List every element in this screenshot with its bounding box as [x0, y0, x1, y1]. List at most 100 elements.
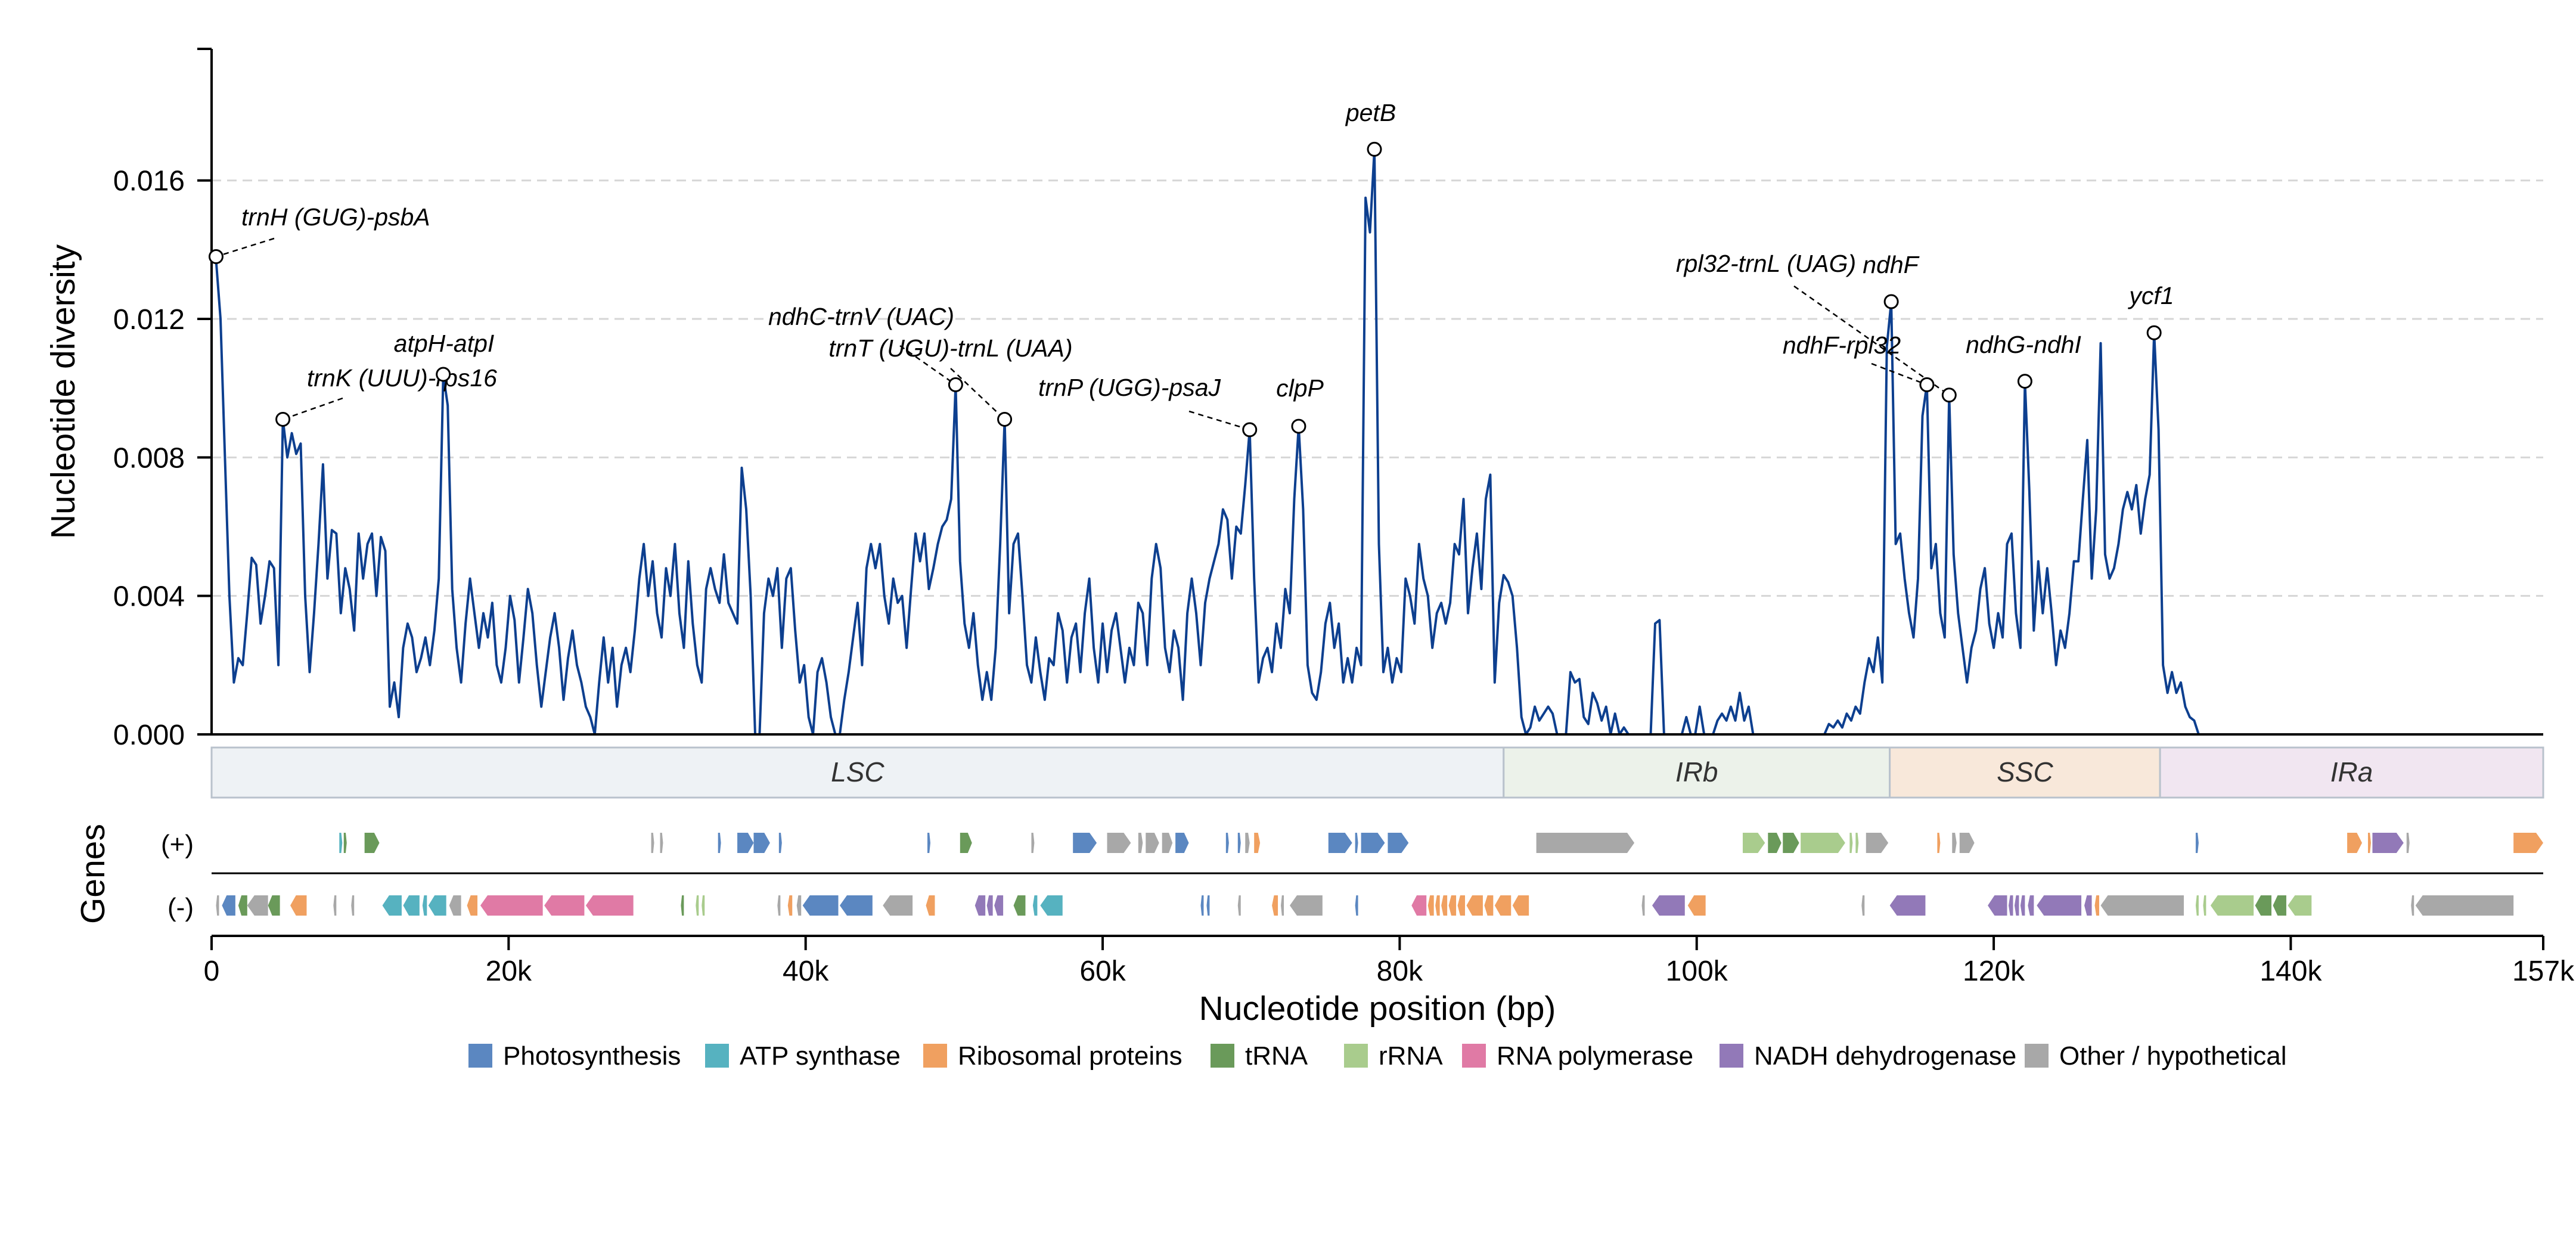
gene-arrow	[718, 833, 721, 853]
gene-arrow	[737, 833, 754, 853]
annotations: trnH (GUG)-psbA trnK (UUU)-rps16 atpH-atpI…	[208, 99, 2174, 438]
gene-arrow	[2084, 895, 2092, 916]
gene-arrow	[1959, 833, 1975, 853]
gene-arrow	[1040, 895, 1063, 916]
annotation-label: ndhC-trnV (UAC)	[768, 303, 954, 330]
gene-arrow	[1937, 833, 1941, 853]
gene-arrow	[1801, 833, 1845, 853]
legend-swatch-ndh	[1720, 1044, 1743, 1068]
y-tick-label: 0.008	[113, 442, 185, 474]
gene-arrow	[2273, 895, 2286, 916]
x-tick-label: 40k	[783, 956, 829, 987]
gene-arrow	[1200, 895, 1204, 916]
annotation-label: trnK (UUU)-rps16	[307, 364, 497, 392]
annotation-label: ndhF-rpl32	[1783, 331, 1901, 359]
legend: Photosynthesis ATP synthase Ribosomal prot…	[468, 1041, 2287, 1071]
annotation-label: ndhF	[1863, 251, 1919, 278]
region-irb	[1503, 746, 1891, 799]
region-ssc	[1889, 746, 2161, 799]
gene-arrow	[2367, 833, 2371, 853]
peak-marker	[997, 411, 1013, 427]
gene-arrow	[1466, 895, 1483, 916]
gene-arrow	[1457, 895, 1466, 916]
gene-arrow	[382, 895, 402, 916]
y-tick-label: 0.004	[113, 581, 185, 613]
gene-arrow	[1849, 833, 1853, 853]
gene-arrow	[802, 895, 839, 916]
gene-arrow	[839, 895, 873, 916]
gene-arrow	[1281, 895, 1284, 916]
x-tick-label: 100k	[1666, 956, 1728, 987]
x-tick-label: 120k	[1963, 956, 2025, 987]
gene-arrow	[1388, 833, 1409, 853]
region-label: SSC	[1997, 756, 2053, 787]
y-tick-label: 0.012	[113, 304, 185, 336]
region-lsc	[210, 746, 1505, 799]
gene-arrow	[1031, 833, 1035, 853]
gene-arrow	[1175, 833, 1189, 853]
annotation-leader	[899, 345, 957, 386]
gene-arrow	[1988, 895, 2007, 916]
legend-label-photo: Photosynthesis	[503, 1041, 681, 1071]
legend-label-trna: tRNA	[1245, 1041, 1308, 1071]
legend-label-atp: ATP synthase	[740, 1041, 901, 1071]
gene-arrow	[1687, 895, 1706, 916]
diversity-series-line	[210, 148, 2542, 736]
gene-arrow	[1032, 895, 1038, 916]
gene-arrow	[1652, 895, 1685, 916]
gene-arrow	[1536, 833, 1635, 853]
gene-arrow	[2094, 895, 2099, 916]
gene-arrow	[364, 833, 380, 853]
gene-arrow	[926, 895, 935, 916]
gene-arrow	[1237, 833, 1241, 853]
annotation-label: ycf1	[2127, 282, 2174, 309]
x-tick-label: 20k	[486, 956, 532, 987]
annotation-leader	[1871, 362, 1928, 386]
peak-marker	[2146, 325, 2162, 340]
gene-arrow	[1768, 833, 1782, 853]
gene-arrow	[222, 895, 235, 916]
gene-arrow	[2100, 895, 2184, 916]
legend-label-rrna: rRNA	[1379, 1041, 1443, 1071]
gene-arrow	[238, 895, 247, 916]
gene-arrow	[660, 833, 663, 853]
gene-arrow	[1225, 833, 1229, 853]
peak-marker	[1883, 294, 1899, 309]
gene-arrow	[994, 895, 1004, 916]
gene-arrow	[2411, 895, 2414, 916]
gene-arrow	[268, 895, 280, 916]
annotation-leader	[1188, 410, 1250, 431]
peak-marker	[208, 249, 224, 264]
gene-arrow	[2195, 833, 2199, 853]
gene-arrow	[681, 895, 684, 916]
gene-arrow	[422, 895, 427, 916]
y-axis-title: Nucleotide diversity	[44, 244, 82, 539]
gene-arrow	[1494, 895, 1512, 916]
x-tick-label: 157k	[2512, 956, 2575, 987]
peak-marker	[2017, 374, 2032, 389]
region-label: IRb	[1675, 756, 1718, 787]
y-tick-label: 0.016	[113, 166, 185, 197]
peak-marker	[1367, 141, 1382, 157]
legend-label-ndh: NADH dehydrogenase	[1754, 1041, 2016, 1071]
gene-arrow	[1484, 895, 1494, 916]
gene-arrow	[1237, 895, 1241, 916]
legend-swatch-rnapol	[1462, 1044, 1486, 1068]
gene-arrow	[2008, 895, 2013, 916]
gene-arrow	[651, 833, 654, 853]
gene-arrow	[1361, 833, 1385, 853]
gene-arrow	[403, 895, 420, 916]
legend-label-other: Other / hypothetical	[2059, 1041, 2287, 1071]
peak-marker	[1291, 418, 1306, 434]
gene-arrow	[1355, 833, 1358, 853]
gene-arrow	[883, 895, 913, 916]
gene-arrow	[1355, 895, 1358, 916]
gene-arrow	[467, 895, 478, 916]
annotation-leader	[283, 397, 343, 420]
gene-arrow	[1073, 833, 1097, 853]
gene-arrow	[1272, 895, 1278, 916]
gene-arrow	[2347, 833, 2363, 853]
gene-arrow	[1783, 833, 1799, 853]
annotation-label: atpH-atpI	[394, 330, 495, 357]
gene-arrow	[2210, 895, 2254, 916]
